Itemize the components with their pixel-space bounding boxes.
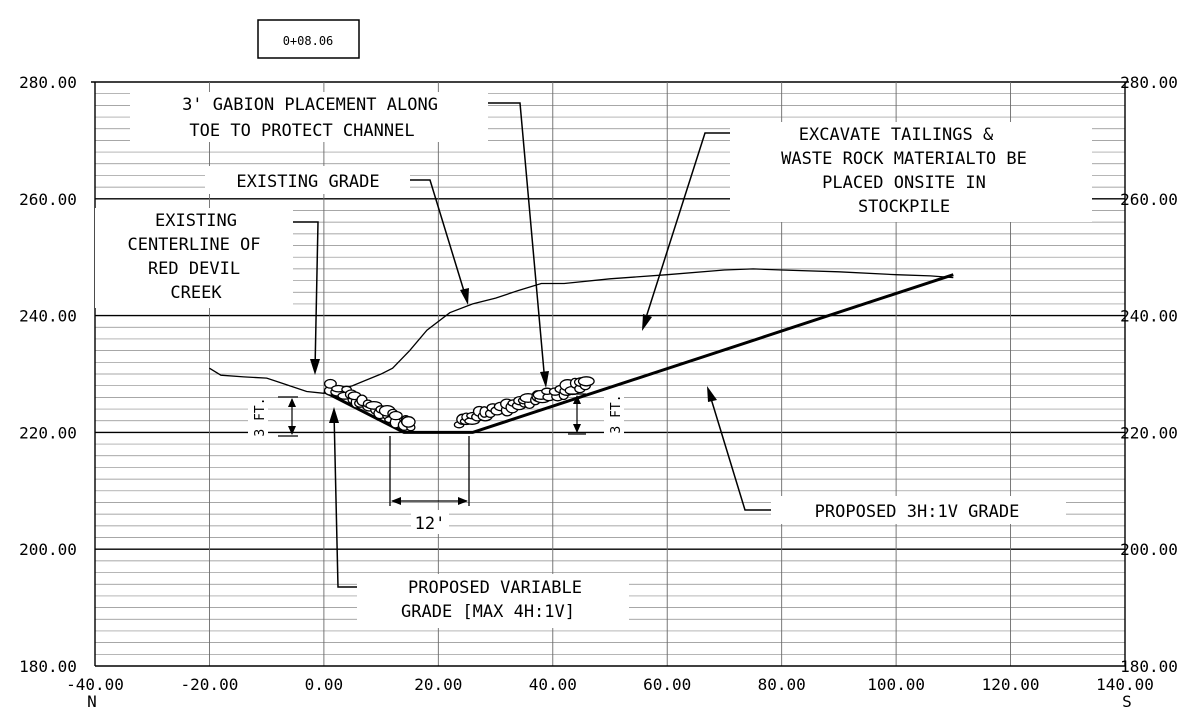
x-tick-label: -20.00 <box>181 675 239 694</box>
centerline-note-line-4: CREEK <box>170 283 222 303</box>
gabion-rock <box>388 410 403 421</box>
svg-text:CENTERLINE OF: CENTERLINE OF <box>127 235 260 255</box>
svg-text:3' GABION PLACEMENT ALONG: 3' GABION PLACEMENT ALONG <box>182 95 438 115</box>
centerline-note: EXISTING CENTERLINE OF RED DEVIL CREEK <box>95 208 293 308</box>
gabion-height-dimension-left: 3 FT. <box>248 396 298 437</box>
svg-text:RED DEVIL: RED DEVIL <box>148 259 240 279</box>
svg-text:EXCAVATE TAILINGS &: EXCAVATE TAILINGS & <box>799 125 994 145</box>
x-tick-label: 100.00 <box>867 675 925 694</box>
x-axis-labels: -40.00 -20.00 0.00 20.00 40.00 60.00 80.00 100.… <box>66 675 1154 694</box>
y-tick-label-right: 260.00 <box>1120 190 1178 209</box>
y-tick-label-left: 280.00 <box>19 73 77 92</box>
centerline-note-line-2: CENTERLINE OF <box>127 235 260 255</box>
x-tick-label: -40.00 <box>66 675 124 694</box>
excavate-note-line-4: STOCKPILE <box>858 197 950 217</box>
gabion-height-text-left: 3 FT. <box>253 397 268 436</box>
south-label: S <box>1122 692 1132 711</box>
y-tick-label-right: 280.00 <box>1120 73 1178 92</box>
svg-text:CREEK: CREEK <box>170 283 222 303</box>
gabion-height-text-right: 3 FT. <box>609 394 624 433</box>
excavate-note-line-1: EXCAVATE TAILINGS & <box>799 125 994 145</box>
y-tick-label-right: 240.00 <box>1120 307 1178 326</box>
proposed-3h1v-note-text: PROPOSED 3H:1V GRADE <box>815 502 1020 522</box>
y-tick-label-right: 180.00 <box>1120 657 1178 676</box>
existing-grade-note: EXISTING GRADE <box>205 166 410 194</box>
svg-text:PROPOSED VARIABLE: PROPOSED VARIABLE <box>408 578 582 598</box>
existing-grade-note-text: EXISTING GRADE <box>236 172 379 192</box>
x-tick-label: 60.00 <box>643 675 691 694</box>
gabion-rock <box>401 416 416 428</box>
leader-lines <box>288 102 771 588</box>
gabion-rock <box>577 376 595 387</box>
x-tick-label: 120.00 <box>982 675 1040 694</box>
y-tick-label-left: 200.00 <box>19 540 77 559</box>
channel-width-text: 12' <box>415 514 446 534</box>
y-tick-label-left: 180.00 <box>19 657 77 676</box>
svg-text:PLACED ONSITE IN: PLACED ONSITE IN <box>822 173 986 193</box>
station-text: 0+08.06 <box>283 34 334 48</box>
gabion-note: 3' GABION PLACEMENT ALONG TOE TO PROTECT… <box>130 92 488 142</box>
y-tick-label-left: 240.00 <box>19 307 77 326</box>
axis-frame <box>94 82 1126 667</box>
gabion-rocks <box>323 376 595 432</box>
proposed-grade-line <box>323 273 954 434</box>
y-tick-label-left: 220.00 <box>19 423 77 442</box>
centerline-note-line-1: EXISTING <box>155 211 237 231</box>
proposed-3h1v-note: PROPOSED 3H:1V GRADE <box>771 496 1066 524</box>
x-tick-label: 20.00 <box>414 675 462 694</box>
gabion-note-line-2: TOE TO PROTECT CHANNEL <box>189 121 414 141</box>
y-tick-label-right: 200.00 <box>1120 540 1178 559</box>
gabion-note-line-1: 3' GABION PLACEMENT ALONG <box>182 95 438 115</box>
svg-text:GRADE [MAX 4H:1V]: GRADE [MAX 4H:1V] <box>401 602 575 622</box>
centerline-note-line-3: RED DEVIL <box>148 259 240 279</box>
x-tick-label: 0.00 <box>305 675 344 694</box>
station-label: 0+08.06 <box>257 19 360 59</box>
y-tick-label-left: 260.00 <box>19 190 77 209</box>
excavate-note: EXCAVATE TAILINGS & WASTE ROCK MATERIALT… <box>730 122 1092 222</box>
x-tick-label: 80.00 <box>758 675 806 694</box>
y-axis-labels-right: 180.00 200.00 220.00 240.00 260.00 280.00 <box>1120 73 1178 676</box>
leader-arrowheads <box>310 288 717 423</box>
existing-grade-line <box>209 268 954 394</box>
svg-text:WASTE ROCK MATERIALTO BE: WASTE ROCK MATERIALTO BE <box>781 149 1027 169</box>
variable-grade-note-line-2: GRADE [MAX 4H:1V] <box>401 602 575 622</box>
excavate-note-line-2: WASTE ROCK MATERIALTO BE <box>781 149 1027 169</box>
svg-text:TOE TO PROTECT CHANNEL: TOE TO PROTECT CHANNEL <box>189 121 414 141</box>
y-axis-labels-left: 180.00 200.00 220.00 240.00 260.00 280.00 <box>19 73 77 676</box>
variable-grade-note-line-1: PROPOSED VARIABLE <box>408 578 582 598</box>
channel-width-dimension: 12' <box>389 436 470 534</box>
svg-text:STOCKPILE: STOCKPILE <box>858 197 950 217</box>
svg-text:EXISTING: EXISTING <box>155 211 237 231</box>
excavate-note-line-3: PLACED ONSITE IN <box>822 173 986 193</box>
variable-grade-note: PROPOSED VARIABLE GRADE [MAX 4H:1V] <box>357 574 629 628</box>
y-tick-label-right: 220.00 <box>1120 423 1178 442</box>
gabion-height-dimension-right: 3 FT. <box>568 393 624 435</box>
x-tick-label: 40.00 <box>529 675 577 694</box>
north-label: N <box>87 692 97 711</box>
x-tick-label: 140.00 <box>1096 675 1154 694</box>
